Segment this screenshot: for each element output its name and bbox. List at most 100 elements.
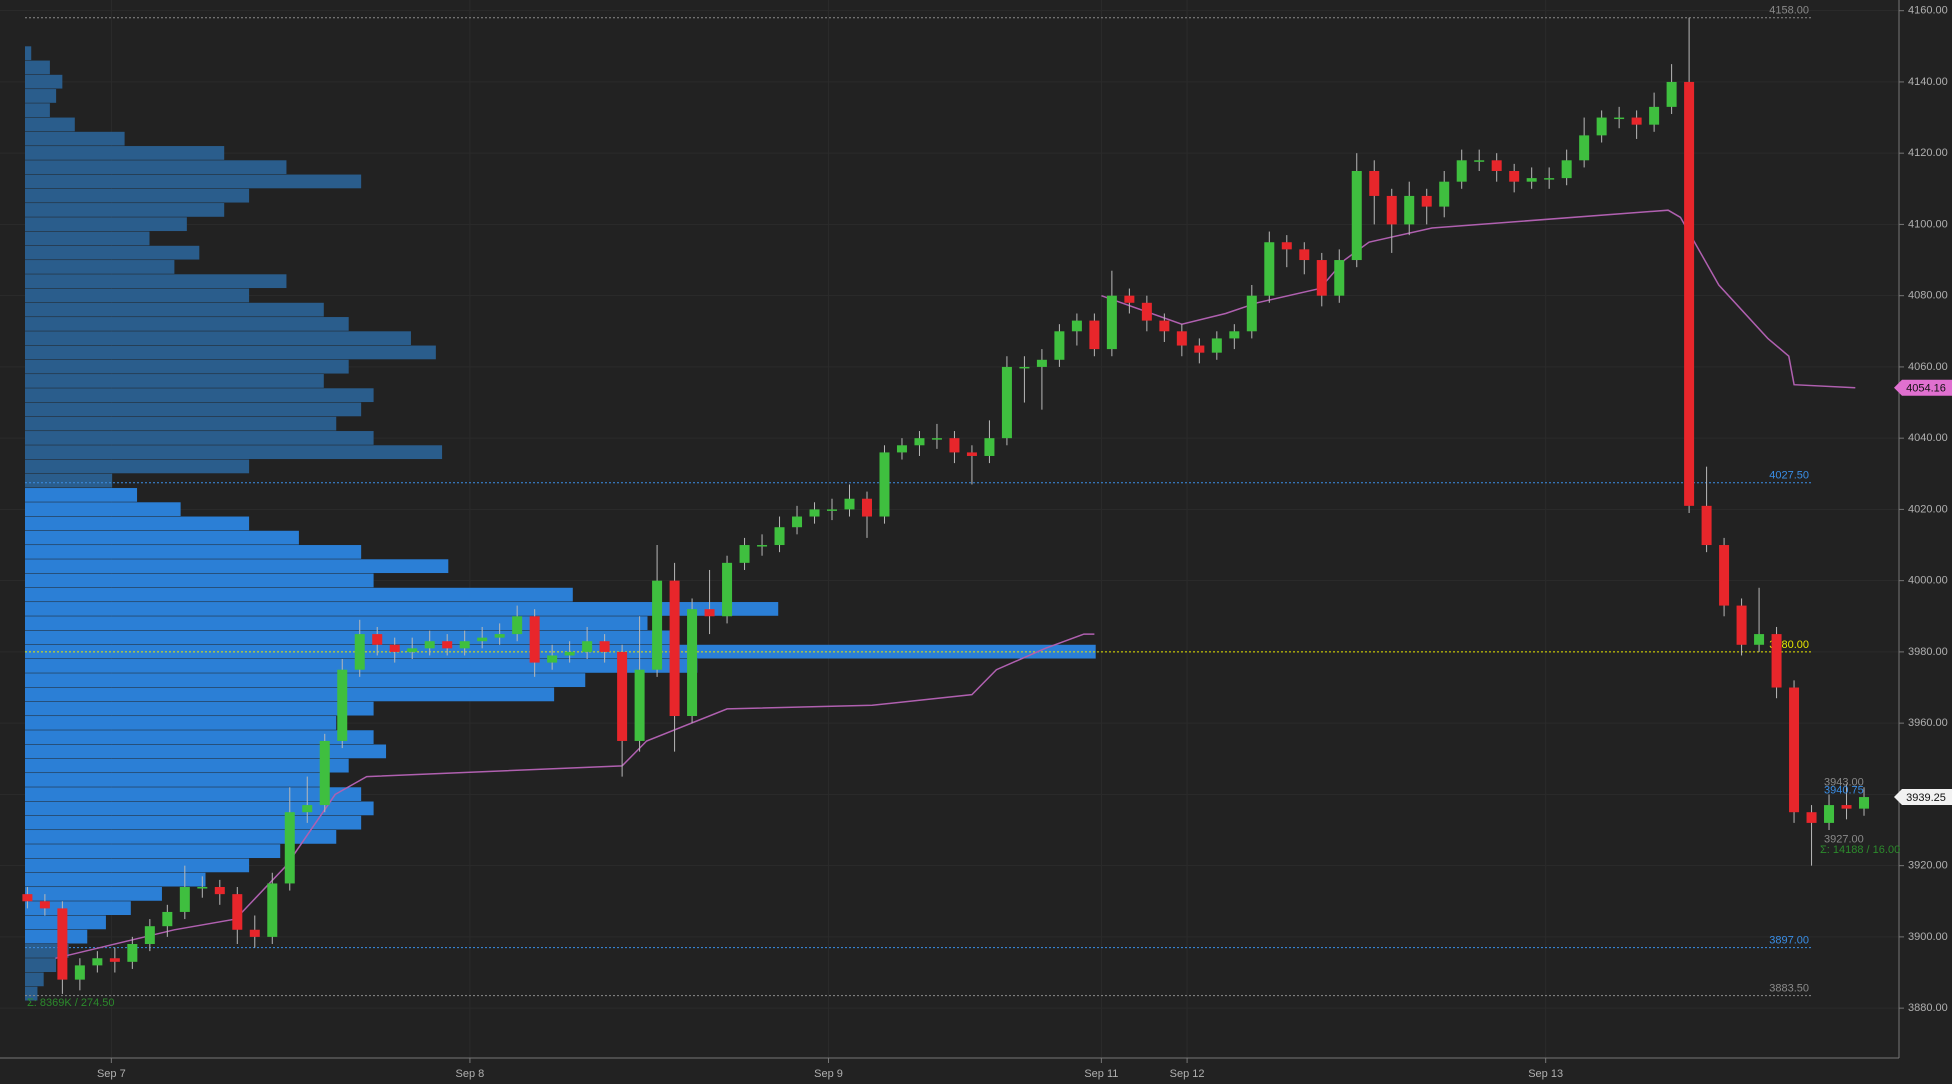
profile-bar bbox=[25, 587, 573, 602]
profile-bar bbox=[25, 416, 337, 431]
profile-bar bbox=[25, 89, 57, 103]
candle-body bbox=[1019, 366, 1030, 369]
candle-body bbox=[757, 545, 768, 547]
candle-body bbox=[144, 926, 155, 945]
candle-body bbox=[1509, 170, 1520, 182]
profile-bar bbox=[25, 473, 113, 488]
candle-body bbox=[1701, 505, 1712, 546]
candle-body bbox=[1264, 242, 1275, 296]
candle-body bbox=[1491, 160, 1502, 171]
candle-body bbox=[564, 651, 575, 656]
profile-bar bbox=[25, 730, 374, 745]
profile-bar bbox=[25, 687, 555, 702]
candle-body bbox=[1421, 195, 1432, 207]
candle-body bbox=[284, 812, 295, 884]
y-tick-label: 4000.00 bbox=[1908, 575, 1948, 587]
y-tick-label: 4080.00 bbox=[1908, 290, 1948, 302]
candle-body bbox=[617, 651, 628, 741]
candle-body bbox=[1456, 160, 1467, 182]
price-badge bbox=[1894, 789, 1952, 806]
profile-bar bbox=[25, 516, 250, 531]
candle-body bbox=[39, 901, 50, 909]
bar-label: 3927.00 bbox=[1824, 834, 1864, 846]
volume-profile bbox=[25, 46, 1096, 1001]
candle-body bbox=[879, 452, 890, 517]
profile-bar bbox=[25, 331, 411, 346]
profile-bar bbox=[25, 431, 374, 445]
profile-bar bbox=[25, 359, 349, 374]
candle-body bbox=[92, 958, 103, 966]
candle-body bbox=[197, 887, 208, 889]
candle-body bbox=[57, 908, 68, 980]
candle-body bbox=[914, 438, 925, 446]
profile-bar bbox=[25, 530, 299, 545]
profile-bar bbox=[25, 986, 38, 1001]
y-tick-label: 4020.00 bbox=[1908, 503, 1948, 515]
x-tick-label: Sep 13 bbox=[1528, 1068, 1563, 1080]
x-tick-label: Sep 7 bbox=[97, 1068, 126, 1080]
profile-bar bbox=[25, 488, 138, 502]
candle-body bbox=[704, 609, 715, 617]
profile-bar bbox=[25, 402, 362, 417]
candle-body bbox=[582, 641, 593, 652]
candle-body bbox=[1071, 320, 1082, 332]
y-tick-label: 4100.00 bbox=[1908, 218, 1948, 230]
candle-body bbox=[1439, 181, 1450, 207]
candle-body bbox=[774, 527, 785, 546]
profile-bar bbox=[25, 445, 443, 460]
profile-bar bbox=[25, 103, 50, 118]
candle-body bbox=[1474, 160, 1485, 162]
y-tick-label: 3960.00 bbox=[1908, 717, 1948, 729]
candle-body bbox=[844, 498, 855, 510]
price-badge-label: 3939.25 bbox=[1906, 792, 1946, 804]
candle-body bbox=[162, 911, 173, 927]
y-tick-label: 3880.00 bbox=[1908, 1002, 1948, 1014]
candle-body bbox=[1614, 117, 1625, 120]
profile-bar bbox=[25, 46, 32, 61]
profile-bar bbox=[25, 758, 349, 773]
profile-bar bbox=[25, 260, 175, 274]
candle-body bbox=[1001, 366, 1012, 439]
candle-body bbox=[319, 740, 330, 806]
profile-bar bbox=[25, 559, 449, 574]
candle-body bbox=[249, 929, 260, 937]
candle-body bbox=[459, 641, 470, 649]
candle-body bbox=[722, 562, 733, 617]
level-label: 3883.50 bbox=[1769, 983, 1809, 995]
candle-body bbox=[337, 669, 348, 741]
profile-bar bbox=[25, 459, 250, 474]
profile-bar bbox=[25, 616, 648, 631]
candle-body bbox=[1736, 605, 1747, 645]
profile-bar bbox=[25, 958, 57, 973]
profile-bar bbox=[25, 630, 673, 645]
profile-bar bbox=[25, 502, 181, 517]
profile-bar bbox=[25, 972, 44, 987]
candle-body bbox=[931, 438, 942, 440]
candle-body bbox=[599, 641, 610, 652]
candles bbox=[22, 17, 1870, 994]
profile-bar bbox=[25, 117, 75, 132]
candle-body bbox=[267, 883, 278, 937]
candle-body bbox=[214, 887, 225, 895]
y-tick-label: 4060.00 bbox=[1908, 361, 1948, 373]
profile-bar bbox=[25, 787, 362, 802]
candle-body bbox=[1089, 320, 1100, 350]
candle-body bbox=[1246, 295, 1257, 332]
candle-body bbox=[494, 634, 505, 638]
candle-body bbox=[109, 958, 120, 962]
candle-body bbox=[652, 580, 663, 670]
candle-body bbox=[809, 509, 820, 517]
candle-body bbox=[372, 634, 383, 645]
candle-body bbox=[1316, 260, 1327, 296]
candle-body bbox=[1036, 359, 1047, 367]
y-tick-label: 3920.00 bbox=[1908, 860, 1948, 872]
x-tick-label: Sep 9 bbox=[814, 1068, 843, 1080]
candle-body bbox=[1579, 135, 1590, 161]
profile-bar bbox=[25, 858, 250, 873]
candle-body bbox=[739, 545, 750, 563]
candle-body bbox=[442, 641, 453, 649]
bar-label: 3940.75 bbox=[1824, 785, 1864, 797]
profile-bar bbox=[25, 174, 362, 189]
